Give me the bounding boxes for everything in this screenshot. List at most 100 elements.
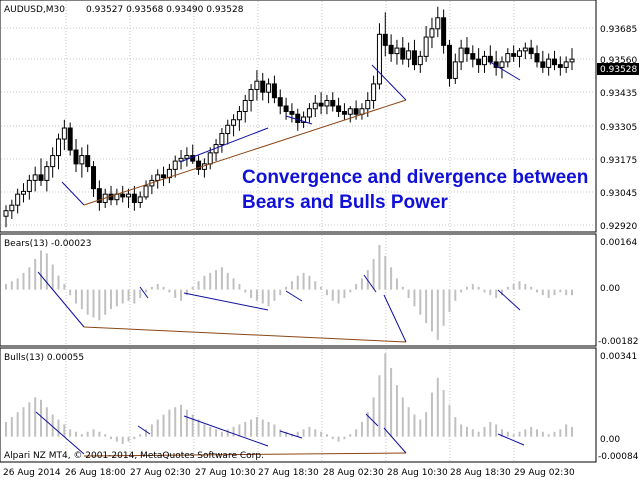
bears-level-label: -0.00182 xyxy=(598,337,638,347)
candle-body xyxy=(155,174,161,181)
candle-body xyxy=(324,99,330,107)
candle-body xyxy=(260,80,266,93)
candle-body xyxy=(435,17,441,30)
candle-body xyxy=(242,99,248,112)
price-line-blue-1[interactable] xyxy=(61,181,85,206)
bulls-line-blue-6[interactable] xyxy=(383,427,407,454)
candle-body xyxy=(21,190,27,195)
candle-body xyxy=(546,58,552,68)
candle-body xyxy=(481,55,487,66)
candle-body xyxy=(505,53,511,63)
candle-body xyxy=(452,61,458,79)
bulls-line-blue-1[interactable] xyxy=(35,411,85,455)
price-line-blue-5[interactable] xyxy=(489,61,521,81)
bulls-line-blue-3[interactable] xyxy=(183,415,269,447)
candle-body xyxy=(516,50,522,57)
bulls-power-pane[interactable] xyxy=(0,347,597,463)
candle-body xyxy=(9,204,15,212)
candle-body xyxy=(563,61,569,68)
candle-body xyxy=(511,53,517,57)
candle-body xyxy=(312,102,318,110)
broker-credit: Alpari NZ MT4, © 2001-2014, MetaQuotes S… xyxy=(4,451,264,461)
bulls-line-blue-2[interactable] xyxy=(137,425,151,435)
candle-body xyxy=(143,185,149,198)
bulls-line-blue-5[interactable] xyxy=(365,413,379,427)
candle-body xyxy=(411,50,417,66)
candle-body xyxy=(3,210,9,217)
candle-body xyxy=(137,196,143,203)
price-line-blue-3[interactable] xyxy=(285,115,313,125)
annotation-line-2: Bears and Bulls Power xyxy=(242,192,449,213)
main-price-pane[interactable] xyxy=(0,0,597,233)
bulls-support-line[interactable] xyxy=(83,452,407,457)
candle-body xyxy=(470,53,476,60)
candle-body xyxy=(330,99,336,107)
current-price-tag-bg xyxy=(597,63,639,75)
time-label: 29 Aug 02:30 xyxy=(514,468,575,478)
bears-support-line[interactable] xyxy=(83,326,407,343)
candle-body xyxy=(376,33,382,85)
candle-body xyxy=(79,155,85,165)
ohlc-readout: 0.93527 0.93568 0.93490 0.93528 xyxy=(86,5,244,15)
candle-body xyxy=(15,193,21,206)
annotation-line-1: Convergence and divergence between xyxy=(242,167,588,188)
candle-body xyxy=(196,160,202,170)
candle-body xyxy=(441,17,447,46)
candle-body xyxy=(557,64,563,68)
candle-body xyxy=(400,47,406,60)
candle-body xyxy=(219,133,225,146)
bears-level-label: 0.00164 xyxy=(600,238,637,248)
candle-body xyxy=(446,44,452,79)
candle-body xyxy=(394,47,400,55)
candle-body xyxy=(365,99,371,110)
candle-body xyxy=(91,166,97,190)
candle-body xyxy=(382,33,388,46)
candle-body xyxy=(120,193,126,198)
candle-body xyxy=(277,97,283,107)
candle-body xyxy=(476,58,482,66)
price-level-label: 0.93305 xyxy=(600,123,637,133)
bears-histogram xyxy=(5,244,573,340)
price-support-line[interactable] xyxy=(83,99,407,206)
price-line-blue-2[interactable] xyxy=(179,127,269,163)
candle-body xyxy=(50,155,56,168)
candle-body xyxy=(534,53,540,63)
candle-body xyxy=(371,83,377,101)
price-scale: 0.93685 0.93560 0.93435 0.93305 0.93175 … xyxy=(600,25,637,232)
bears-line-blue-6[interactable] xyxy=(383,294,407,343)
current-price-tag: 0.93528 xyxy=(597,63,639,75)
time-label: 28 Aug 18:30 xyxy=(450,468,511,478)
time-label: 26 Aug 2014 xyxy=(3,468,61,478)
bulls-level-label: -0.00084 xyxy=(598,452,639,462)
candle-body xyxy=(499,61,505,68)
candle-body xyxy=(464,47,470,55)
price-line-blue-4[interactable] xyxy=(371,64,407,101)
candle-body xyxy=(458,47,464,63)
grid-lines xyxy=(1,1,595,461)
bears-line-blue-7[interactable] xyxy=(497,289,521,311)
bulls-level-label: 0.00 xyxy=(600,435,620,445)
candle-body xyxy=(336,105,342,112)
bulls-line-blue-4[interactable] xyxy=(279,430,303,439)
symbol-label: AUDUSD,M30 xyxy=(4,5,65,15)
bulls-title: Bulls(13) 0.00055 xyxy=(4,353,84,363)
candle-body xyxy=(347,108,353,115)
bears-line-blue-1[interactable] xyxy=(37,271,85,328)
candle-body xyxy=(236,110,242,121)
candle-body xyxy=(254,80,260,90)
candle-body xyxy=(32,174,38,181)
candle-body xyxy=(126,193,132,198)
candle-body xyxy=(44,166,50,181)
bears-line-blue-4[interactable] xyxy=(285,290,303,302)
bears-line-blue-2[interactable] xyxy=(139,286,149,299)
bears-line-blue-3[interactable] xyxy=(183,292,269,311)
bulls-level-label: 0.00341 xyxy=(600,352,637,362)
bears-power-pane[interactable] xyxy=(0,233,597,347)
time-axis: 26 Aug 2014 26 Aug 18:00 27 Aug 02:30 27… xyxy=(3,468,575,478)
current-price-value: 0.93528 xyxy=(600,65,637,75)
bears-line-blue-5[interactable] xyxy=(363,274,377,293)
bulls-line-blue-7[interactable] xyxy=(497,433,525,446)
candle-body xyxy=(38,174,44,181)
